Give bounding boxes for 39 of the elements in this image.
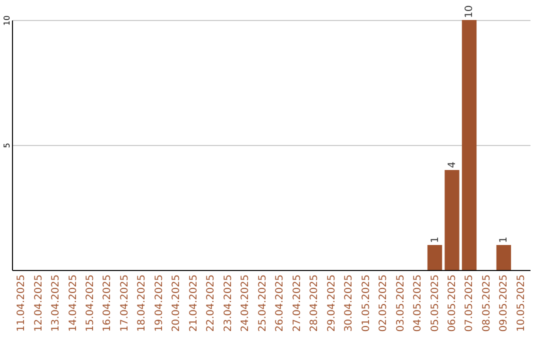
x-tick-label: 07.05.2025 (464, 274, 476, 332)
x-tick-label: 21.04.2025 (188, 274, 200, 332)
bar (444, 170, 460, 270)
x-tick-label: 05.05.2025 (430, 274, 441, 332)
x-tick-label: 26.04.2025 (274, 274, 286, 332)
x-tick-label: 27.04.2025 (292, 274, 303, 332)
x-tick-label: 22.04.2025 (206, 274, 217, 332)
x-tick-label: 04.05.2025 (412, 274, 424, 332)
bar (427, 245, 442, 270)
x-tick-label: 11.04.2025 (16, 274, 28, 332)
data-label: 1 (498, 236, 510, 243)
x-tick-label: 23.04.2025 (222, 274, 234, 332)
x-tick-label: 03.05.2025 (395, 274, 406, 332)
x-tick-label: 10.05.2025 (516, 274, 527, 332)
data-label: 4 (447, 162, 458, 168)
x-tick-label: 12.04.2025 (33, 274, 44, 332)
x-tick-label: 18.04.2025 (136, 274, 148, 332)
x-tick-label: 29.04.2025 (326, 274, 338, 332)
x-tick-label: 24.04.2025 (240, 274, 252, 332)
x-tick-label: 06.05.2025 (447, 274, 458, 332)
x-tick-label: 02.05.2025 (378, 274, 390, 332)
x-tick-label: 20.04.2025 (171, 274, 182, 332)
bar (496, 245, 512, 270)
x-tick-label: 17.04.2025 (119, 274, 130, 332)
data-label: 10 (464, 5, 476, 18)
x-tick-label: 14.04.2025 (68, 274, 79, 332)
x-tick-label: 08.05.2025 (481, 274, 492, 332)
x-tick-label: 25.04.2025 (257, 274, 268, 332)
x-tick-label: 30.04.2025 (344, 274, 355, 332)
x-tick-label: 01.05.2025 (360, 274, 372, 332)
data-label: 1 (430, 236, 441, 243)
x-tick-label: 09.05.2025 (498, 274, 510, 332)
x-tick-label: 15.04.2025 (85, 274, 96, 332)
x-tick-label: 13.04.2025 (50, 274, 62, 332)
y-tick-label: 5 (2, 142, 12, 148)
x-tick-label: 16.04.2025 (102, 274, 114, 332)
bar (462, 20, 477, 270)
x-tick-label: 19.04.2025 (154, 274, 165, 332)
x-tick-label: 28.04.2025 (309, 274, 320, 332)
